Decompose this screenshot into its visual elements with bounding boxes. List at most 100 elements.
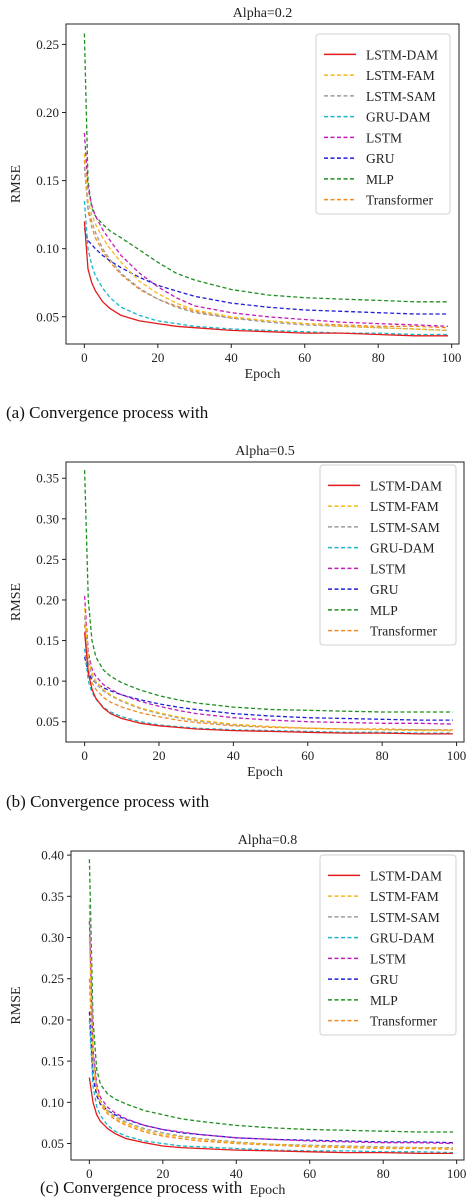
legend-label: MLP	[366, 172, 394, 187]
x-tick-label: 20	[151, 350, 164, 365]
y-tick-label: 0.20	[36, 592, 59, 607]
series-line-gru	[88, 1011, 454, 1144]
legend: LSTM-DAM LSTM-FAM LSTM-SAM GRU-DAM LSTM GRU ML…	[315, 33, 451, 215]
legend-label: GRU	[370, 972, 399, 987]
x-tick-label: 60	[298, 350, 311, 365]
chart-caption: (b) Convergence process with	[6, 792, 210, 811]
chart-title: Alpha=0.2	[233, 6, 293, 21]
legend-label: GRU	[370, 582, 399, 597]
x-tick-label: 100	[442, 350, 462, 365]
x-tick-label: 60	[303, 1166, 316, 1181]
legend-label: LSTM-SAM	[366, 89, 436, 104]
y-tick-label: 0.10	[36, 241, 59, 256]
x-axis-label: Epoch	[247, 765, 283, 780]
series-line-lstm	[83, 595, 453, 725]
legend-label: LSTM	[370, 951, 406, 966]
x-axis-label: Epoch	[245, 367, 281, 382]
legend: LSTM-DAM LSTM-FAM LSTM-SAM GRU-DAM LSTM GRU ML…	[319, 854, 457, 1036]
series-line-lstm-dam	[83, 221, 448, 337]
chart-title: Alpha=0.8	[238, 833, 298, 848]
series-line-lstm	[83, 132, 449, 327]
y-tick-label: 0.20	[36, 105, 59, 120]
x-tick-label: 60	[301, 748, 314, 763]
legend-label: MLP	[370, 603, 398, 618]
x-tick-label: 40	[225, 350, 238, 365]
x-tick-label: 0	[81, 350, 88, 365]
legend-label: LSTM-FAM	[366, 68, 435, 83]
plot-frame	[70, 850, 465, 1161]
x-tick-label: 20	[152, 748, 165, 763]
y-tick-label: 0.05	[36, 714, 59, 729]
x-tick-label: 100	[447, 1166, 467, 1181]
series-line-lstm-dam	[88, 1077, 453, 1155]
y-tick-label: 0.30	[36, 511, 59, 526]
y-tick-label: 0.40	[41, 848, 64, 863]
legend: LSTM-DAM LSTM-FAM LSTM-SAM GRU-DAM LSTM GRU ML…	[319, 464, 457, 646]
y-tick-label: 0.10	[36, 674, 59, 689]
plot-frame	[65, 23, 460, 345]
legend-label: LSTM-SAM	[370, 520, 440, 535]
y-tick-label: 0.30	[41, 930, 64, 945]
y-tick-label: 0.05	[36, 309, 59, 324]
series-group	[88, 859, 454, 1155]
legend-box	[319, 854, 457, 1036]
legend-label: LSTM-DAM	[366, 47, 438, 62]
rmse-chart-alpha-05: Alpha=0.5 0 20 40 60 80 100 0.05 0.10 0.15 0.20 0.2…	[9, 444, 467, 780]
y-tick-label: 0.25	[41, 971, 64, 986]
series-group	[83, 33, 449, 337]
series-line-transformer	[83, 624, 453, 731]
chart-panel-b: Alpha=0.5 0 20 40 60 80 100 0.05 0.10 0.15 0.20 0.2…	[0, 0, 474, 811]
x-tick-label: 0	[81, 748, 88, 763]
y-tick-label: 0.15	[36, 633, 59, 648]
plot-frame	[65, 461, 465, 743]
chart-caption: (c) Convergence process with	[40, 1178, 243, 1197]
x-tick-label: 80	[377, 1166, 390, 1181]
x-tick-label: 40	[227, 748, 240, 763]
rmse-chart-alpha-02: Alpha=0.2 0 20 40 60 80 100 0.05 0.10 0.15 0.20 0.2…	[9, 6, 462, 382]
legend-label: LSTM	[366, 130, 402, 145]
y-axis-label: RMSE	[9, 583, 24, 621]
series-line-gru-dam	[83, 648, 453, 734]
legend-label: GRU-DAM	[370, 541, 435, 556]
series-line-gru-dam	[88, 1019, 454, 1154]
legend-box	[319, 464, 457, 646]
legend-label: Transformer	[370, 1014, 437, 1029]
chart-title: Alpha=0.5	[235, 444, 295, 459]
legend-label: Transformer	[370, 624, 437, 639]
legend-label: GRU-DAM	[366, 110, 431, 125]
series-line-mlp	[83, 33, 448, 303]
chart-caption: (a) Convergence process with	[6, 403, 209, 422]
series-line-mlp	[83, 470, 453, 713]
legend-label: LSTM-FAM	[370, 889, 439, 904]
series-group	[83, 470, 453, 735]
legend-label: LSTM-DAM	[370, 868, 442, 883]
legend-label: LSTM	[370, 561, 406, 576]
y-tick-label: 0.35	[36, 471, 59, 486]
y-tick-label: 0.25	[36, 552, 59, 567]
series-line-gru	[83, 228, 448, 315]
legend-box	[315, 33, 451, 215]
y-tick-label: 0.15	[36, 173, 59, 188]
y-tick-label: 0.20	[41, 1012, 64, 1027]
series-line-lstm-fam	[83, 153, 449, 332]
series-line-lstm-fam	[88, 937, 454, 1150]
legend-label: MLP	[370, 993, 398, 1008]
x-tick-label: 80	[376, 748, 389, 763]
x-tick-label: 0	[86, 1166, 93, 1181]
x-tick-label: 100	[447, 748, 467, 763]
y-axis-label: RMSE	[9, 165, 24, 203]
chart-panel-a: Alpha=0.2 0 20 40 60 80 100 0.05 0.10 0.15 0.20 0.2…	[0, 0, 474, 422]
legend-label: LSTM-DAM	[370, 478, 442, 493]
y-tick-label: 0.10	[41, 1095, 64, 1110]
x-axis-label: Epoch	[250, 1183, 286, 1198]
legend-label: GRU	[366, 151, 395, 166]
y-tick-label: 0.05	[41, 1136, 64, 1151]
y-tick-label: 0.25	[36, 37, 59, 52]
series-line-lstm-dam	[83, 632, 453, 735]
x-tick-label: 80	[372, 350, 385, 365]
series-line-mlp	[88, 859, 453, 1133]
y-axis-label: RMSE	[9, 986, 24, 1024]
x-tick-label: 20	[156, 1166, 169, 1181]
